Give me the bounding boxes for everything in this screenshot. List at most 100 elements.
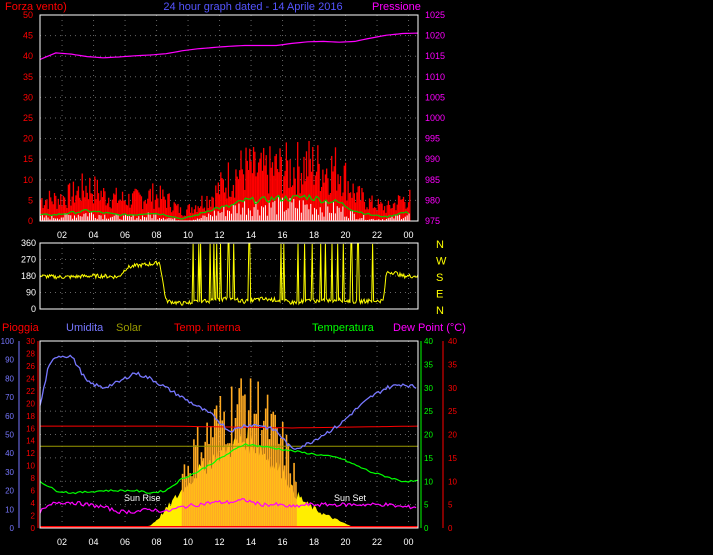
wind-speed-bar: [227, 210, 229, 221]
wind-y-tick-label: 35: [23, 72, 33, 82]
wind-gust-bar: [293, 167, 295, 221]
pressure-y-tick-label: 990: [425, 154, 440, 164]
wind-gust-bar: [160, 199, 163, 221]
wind-gust-bar: [242, 174, 245, 221]
wind-speed-bar: [119, 218, 121, 221]
wind-speed-bar: [219, 212, 221, 221]
compass-label: E: [436, 289, 443, 301]
wind-gust-bar: [351, 197, 353, 221]
wind-speed-bar: [325, 200, 327, 221]
wind-gust-bar: [104, 191, 106, 221]
wind-speed-bar: [255, 201, 257, 221]
wind-gust-bar: [65, 204, 67, 221]
solar-spike: [217, 423, 220, 528]
direction-plot-frame: [39, 242, 419, 310]
humidity-y-tick-label: 80: [5, 374, 14, 383]
wind-speed-bar: [263, 207, 265, 221]
wind-gust-bar: [51, 201, 53, 221]
compass-label: N: [436, 239, 444, 251]
wind-speed-bar: [41, 215, 43, 221]
wind-speed-bar: [238, 203, 240, 221]
rain-y-tick-label: 20: [26, 399, 35, 408]
wind-speed-bar: [293, 198, 295, 221]
wind-gust-bar: [352, 183, 354, 221]
wind-speed-bar: [389, 217, 391, 221]
wind-speed-bar: [194, 219, 196, 221]
wind-gust-bar: [131, 193, 134, 221]
wind-speed-bar: [206, 216, 208, 221]
wind-gust-bar: [245, 147, 247, 221]
solar-spike: [204, 441, 207, 528]
wind-speed-bar: [98, 215, 100, 221]
wind-gust-bar: [179, 207, 182, 221]
weather-x-tick-label: 04: [89, 537, 99, 547]
wind-gust-bar: [60, 194, 62, 221]
wind-gust-bar: [140, 196, 143, 221]
wind-gust-bar: [261, 170, 264, 221]
wind-speed-bar: [166, 218, 168, 221]
wind-gust-bar: [317, 145, 319, 221]
solar-spike: [211, 437, 214, 528]
rain-y-tick-label: 10: [26, 462, 35, 471]
wind-gust-bar: [356, 192, 358, 221]
weather-plot-frame: [39, 340, 419, 529]
weather-x-tick-label: 20: [341, 537, 351, 547]
wind-speed-bar: [400, 219, 402, 221]
wind-gust-bar: [205, 210, 207, 221]
solar-spike: [280, 437, 282, 528]
wind-gust-bar: [270, 167, 272, 221]
wind-gust-bar: [375, 207, 377, 221]
wind-gust-bar: [81, 173, 83, 221]
wind-gust-bar: [72, 181, 75, 221]
wind-gust-bar: [125, 204, 127, 221]
wind-gust-bar: [220, 172, 222, 221]
solar-spike: [261, 430, 263, 528]
wind-speed-bar: [332, 202, 334, 221]
wind-gust-bar: [327, 178, 329, 221]
wind-x-tick-label: 12: [215, 230, 225, 240]
wind-speed-bar: [365, 219, 367, 221]
wind-gust-bar: [390, 208, 392, 221]
wind-gust-bar: [173, 202, 175, 221]
wind-gust-bar: [308, 140, 310, 221]
wind-speed-bar: [361, 218, 363, 221]
wind-speed-bar: [143, 217, 145, 221]
wind-x-tick-label: 00: [404, 230, 414, 240]
wind-gust-bar: [235, 169, 237, 221]
pressure-y-tick-label: 1010: [425, 72, 445, 82]
solar-spike: [259, 445, 261, 528]
wind-gust-bar: [389, 204, 391, 221]
dew-point-y-tick-label: 25: [448, 407, 457, 416]
wind-speed-bar: [62, 217, 64, 221]
wind-gust-bar: [135, 189, 138, 221]
wind-gust-bar: [370, 201, 372, 221]
wind-gust-bar: [149, 188, 151, 221]
wind-speed-bar: [168, 217, 170, 221]
solar-spike: [181, 473, 184, 528]
temperature-y-tick-label: 5: [424, 501, 429, 510]
wind-gust-bar: [159, 185, 161, 221]
wind-speed-bar: [280, 200, 282, 221]
wind-gust-bar: [154, 199, 156, 221]
temperature-y-tick-label: 10: [424, 477, 433, 486]
wind-speed-bar: [58, 219, 60, 221]
wind-speed-bar: [393, 218, 395, 221]
wind-speed-bar: [236, 213, 238, 221]
wind-gust-bar: [201, 195, 203, 221]
wind-speed-bar: [355, 219, 357, 221]
wind-gust-bar: [94, 176, 96, 221]
wind-gust-bar: [294, 178, 296, 221]
rain-y-tick-label: 4: [31, 499, 36, 508]
wind-gust-bar: [295, 194, 298, 221]
wind-speed-bar: [312, 214, 314, 221]
solar-spike: [193, 439, 195, 528]
solar-spike: [198, 469, 201, 528]
wind-gust-bar: [362, 192, 364, 221]
wind-speed-bar: [123, 215, 125, 221]
humidity-y-tick-label: 50: [5, 431, 14, 440]
wind-speed-bar: [372, 218, 374, 221]
pressure-y-tick-label: 980: [425, 195, 440, 205]
wind-gust-bar: [279, 148, 281, 221]
wind-gust-bar: [297, 142, 299, 221]
wind-speed-bar: [198, 218, 200, 221]
